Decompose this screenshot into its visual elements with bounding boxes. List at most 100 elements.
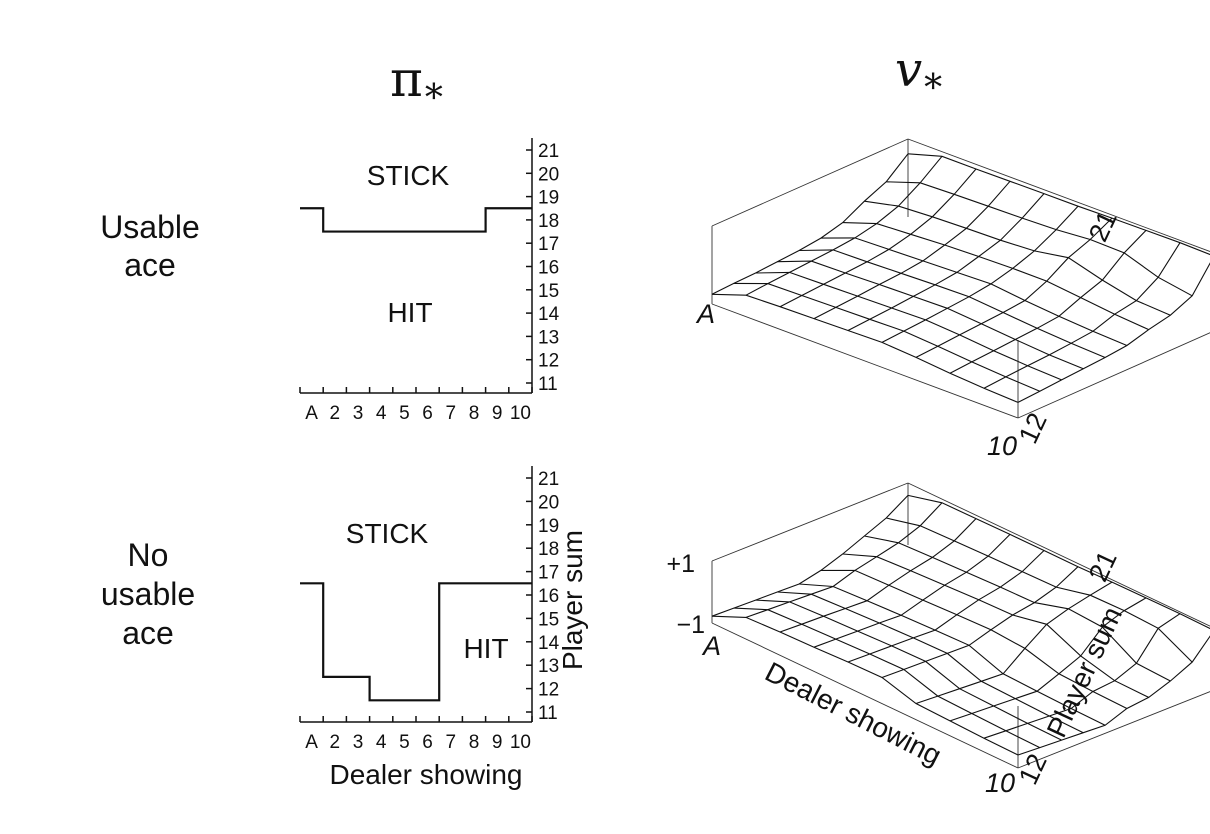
y-tick-label: 14 xyxy=(538,304,560,325)
y-tick-label: 13 xyxy=(538,656,559,677)
y-tick-label: 14 xyxy=(538,633,560,654)
surface-row-line xyxy=(711,615,1019,756)
x-tick-label: 2 xyxy=(330,732,341,753)
surface-col-line xyxy=(711,153,909,295)
box-edge xyxy=(907,482,1210,627)
y-tick-label: 13 xyxy=(538,327,559,348)
x-tick-label: 7 xyxy=(446,732,457,753)
x-tick-label: 8 xyxy=(469,403,480,424)
hit-region-label: HIT xyxy=(463,633,508,664)
x-tick-label: 2 xyxy=(330,403,341,424)
v-star-title: v* xyxy=(895,42,942,109)
surface-col-line xyxy=(983,613,1181,739)
y-tick-label: 19 xyxy=(538,188,559,209)
row-label-usable-ace: Usable ace xyxy=(100,209,200,283)
surface-col-line xyxy=(711,495,909,617)
x-tick-label: A xyxy=(305,732,318,753)
surface-row-line xyxy=(842,553,1149,698)
surface-row-line xyxy=(907,494,1210,630)
stick-region-label: STICK xyxy=(346,518,429,549)
surface-col-line xyxy=(1017,635,1210,756)
surface-col-line xyxy=(949,597,1147,722)
x-tick-label: 10 xyxy=(510,403,531,424)
player-sum-12-label: 12 xyxy=(1013,408,1053,448)
surface-row-line xyxy=(755,271,1062,381)
player-sum-21-label: 21 xyxy=(1083,546,1123,586)
box-edge xyxy=(1017,691,1210,769)
y-tick-label: 12 xyxy=(538,351,559,372)
box-edge xyxy=(711,622,1019,769)
y-tick-label: 12 xyxy=(538,680,559,701)
surface-row-line xyxy=(864,535,1171,682)
y-axis-title: Player sum xyxy=(1041,602,1128,742)
y-tick-label: 21 xyxy=(538,141,559,162)
dealer-ten-label: 10 xyxy=(985,768,1015,798)
x-tick-label: 9 xyxy=(492,403,503,424)
x-tick-label: 3 xyxy=(353,403,364,424)
x-tick-label: 5 xyxy=(399,732,410,753)
dealer-ten-label: 10 xyxy=(987,431,1017,461)
x-tick-label: 4 xyxy=(376,403,387,424)
y-tick-label: 11 xyxy=(538,374,558,395)
y-tick-label: 17 xyxy=(538,234,559,255)
x-tick-label: 10 xyxy=(510,732,531,753)
y-tick-label: 19 xyxy=(538,516,559,537)
surface-col-line xyxy=(915,217,1113,358)
row-label-no-usable-line-2: usable xyxy=(101,576,195,612)
surface-col-line xyxy=(779,518,977,633)
x-tick-label: 6 xyxy=(422,732,433,753)
dealer-ace-label: A xyxy=(695,299,715,329)
box-edge xyxy=(711,482,909,562)
surface-row-line xyxy=(711,293,1019,403)
surface-row-line xyxy=(820,569,1128,709)
surface-row-line xyxy=(777,260,1084,370)
dealer-ace-label: A xyxy=(701,631,721,661)
hit-region-label: HIT xyxy=(387,297,432,328)
box-edge xyxy=(711,138,909,227)
value-bottom-label: −1 xyxy=(676,611,705,639)
surface-row-line xyxy=(864,200,1171,316)
surface-col-line xyxy=(881,566,1079,679)
x-axis-title: Dealer showing xyxy=(330,759,523,790)
surface-row-line xyxy=(755,599,1062,741)
surface-col-line xyxy=(813,534,1011,648)
y-tick-label: 21 xyxy=(538,469,559,490)
surface-col-line xyxy=(915,581,1113,705)
row-label-usable-line-1: Usable xyxy=(100,209,200,245)
surface-col-line xyxy=(983,242,1181,389)
x-tick-label: 3 xyxy=(353,732,364,753)
surface-col-line xyxy=(745,502,943,618)
y-tick-label: 18 xyxy=(538,539,559,560)
y-tick-label: 20 xyxy=(538,164,559,185)
y-tick-label: 11 xyxy=(538,703,558,724)
x-tick-label: 9 xyxy=(492,732,503,753)
stick-region-label: STICK xyxy=(367,160,450,191)
policy-boundary-line xyxy=(300,207,532,233)
row-label-usable-line-2: ace xyxy=(124,247,176,283)
y-tick-label: 16 xyxy=(538,586,559,607)
surface-row-line xyxy=(799,249,1106,359)
pi-star-title: π* xyxy=(390,50,443,119)
surface-col-line xyxy=(847,550,1045,663)
surface-row-line xyxy=(733,282,1041,392)
value-top-label: +1 xyxy=(666,550,695,578)
row-label-no-usable-line-1: No xyxy=(128,537,169,573)
row-label-no-usable-line-3: ace xyxy=(122,615,174,651)
surface-row-line xyxy=(799,583,1106,726)
surface-col-line xyxy=(745,155,943,296)
policy-boundary-line xyxy=(300,582,532,702)
surface-row-line xyxy=(907,153,1210,256)
surface-row-line xyxy=(842,222,1149,331)
x-tick-label: 8 xyxy=(469,732,480,753)
surface-row-line xyxy=(733,607,1041,749)
y-tick-label: 20 xyxy=(538,492,559,513)
x-tick-label: A xyxy=(305,403,318,424)
x-tick-label: 5 xyxy=(399,403,410,424)
surface-row-line xyxy=(820,237,1128,347)
surface-col-line xyxy=(881,205,1079,343)
